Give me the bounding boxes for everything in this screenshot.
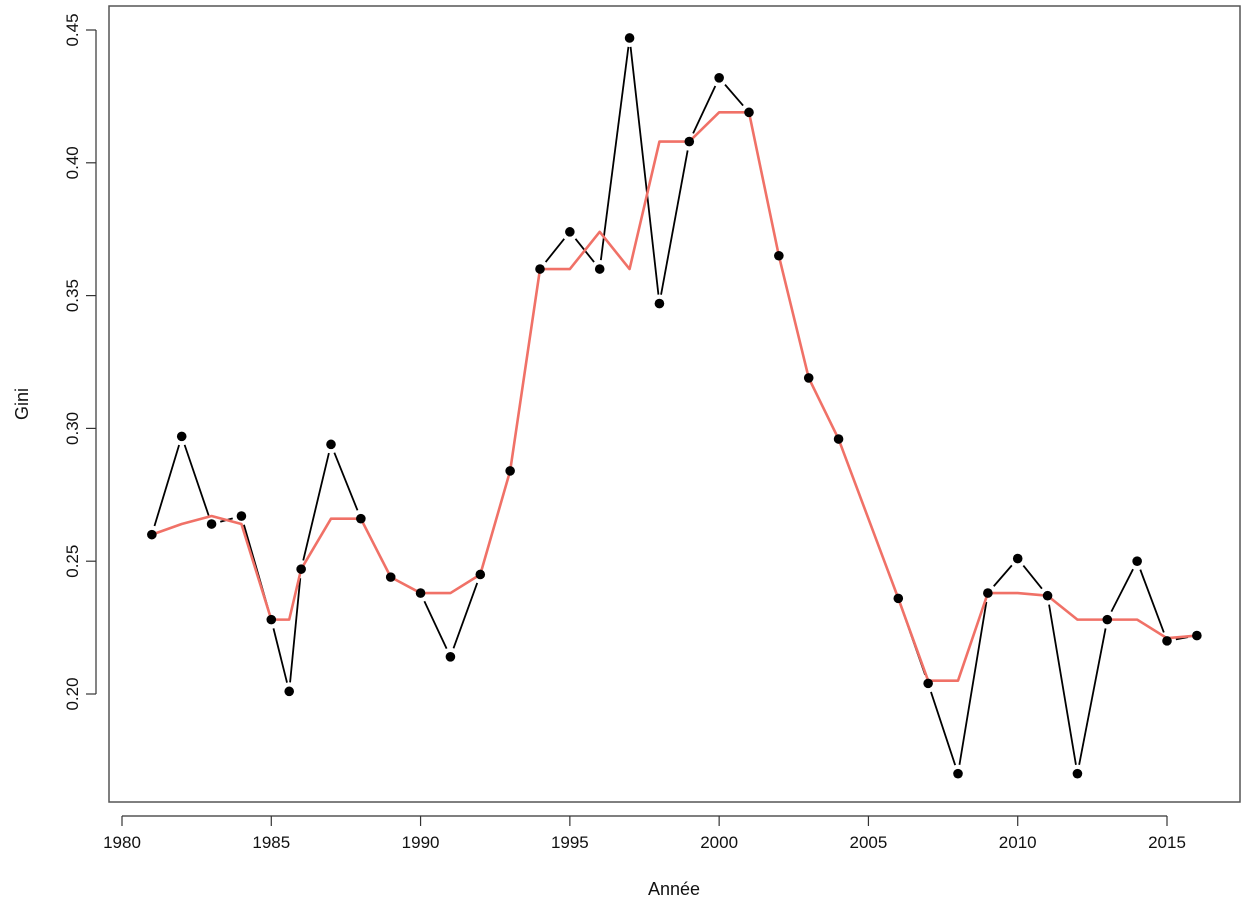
red-series-line (151, 111, 1197, 683)
black-series-point (1192, 630, 1202, 641)
black-series-point (535, 264, 545, 274)
black-series-segment (423, 600, 448, 650)
black-series-point (147, 529, 157, 540)
black-series-point (1072, 768, 1083, 779)
y-tick-label: 0.30 (63, 412, 82, 445)
black-series-segment (599, 46, 630, 261)
black-series-point (284, 686, 295, 697)
x-tick-label: 1995 (551, 833, 589, 852)
black-series-segment (183, 444, 210, 516)
black-series-point (326, 439, 336, 450)
black-series-segment (1048, 604, 1077, 765)
black-series-segment (993, 564, 1013, 587)
black-series-point (893, 593, 904, 604)
black-series-point (833, 434, 844, 444)
black-series-point (953, 768, 963, 779)
black-series-segment (1022, 564, 1043, 590)
black-series-point (385, 572, 396, 582)
black-series-segment (153, 444, 180, 527)
black-series-point (296, 564, 306, 574)
black-series-segment (958, 601, 988, 765)
y-tick-label: 0.20 (63, 677, 82, 710)
black-series-segment (544, 238, 565, 263)
black-series-point (176, 431, 187, 442)
black-series-point (1102, 614, 1113, 625)
black-series-segment (333, 452, 359, 511)
black-series-point (923, 678, 933, 689)
black-series-point (1012, 553, 1023, 564)
y-tick-label: 0.25 (63, 545, 82, 578)
y-axis: 0.20 0.25 0.30 0.35 0.40 0.45 (63, 13, 97, 711)
black-series-point (415, 588, 426, 598)
y-tick-label: 0.35 (63, 279, 82, 312)
black-series-point (505, 466, 515, 476)
black-series-point (475, 569, 486, 580)
black-series-point (1162, 636, 1172, 646)
black-series-point (594, 264, 605, 274)
black-series-point (356, 513, 366, 524)
black-series-segment (692, 85, 717, 134)
x-tick-label: 1980 (103, 833, 141, 852)
black-series-point (236, 511, 247, 521)
black-series-segment (1139, 569, 1165, 633)
x-tick-label: 2000 (700, 833, 738, 852)
black-series-segment (930, 691, 957, 766)
black-series-point (714, 73, 724, 83)
black-series-segment (660, 150, 689, 295)
black-series-point (445, 652, 456, 662)
black-series-point (803, 373, 814, 383)
black-series-point (206, 519, 217, 529)
y-tick-label: 0.45 (63, 13, 82, 46)
black-series-segment (724, 84, 744, 107)
black-series-segment (629, 46, 660, 295)
x-tick-label: 2010 (999, 833, 1037, 852)
black-series-segment (272, 628, 288, 683)
black-series-point (565, 227, 575, 237)
black-series-point (266, 614, 277, 625)
black-series-segment (1110, 568, 1134, 613)
plot-frame (108, 5, 1241, 803)
black-series-segment (1078, 628, 1107, 766)
black-series-point (654, 298, 665, 309)
black-series-point (1042, 590, 1053, 601)
black-series-point (624, 33, 635, 43)
black-series-point (744, 107, 754, 118)
x-tick-label: 2005 (850, 833, 888, 852)
x-axis-title: Année (648, 879, 700, 899)
black-series-segment (452, 582, 479, 649)
x-tick-label: 1985 (252, 833, 290, 852)
y-tick-label: 0.40 (63, 146, 82, 179)
black-series-segment (302, 452, 330, 561)
x-axis: 1980 1985 1990 1995 2000 2005 2010 2015 (103, 815, 1186, 852)
x-tick-label: 1990 (402, 833, 440, 852)
x-tick-label: 2015 (1148, 833, 1186, 852)
series-layer (147, 33, 1202, 779)
black-series-point (1132, 556, 1142, 566)
black-series-point (684, 136, 695, 147)
black-series-point (983, 588, 993, 598)
y-axis-title: Gini (12, 388, 32, 420)
black-series-point (774, 250, 784, 261)
black-series-segment (289, 578, 302, 683)
